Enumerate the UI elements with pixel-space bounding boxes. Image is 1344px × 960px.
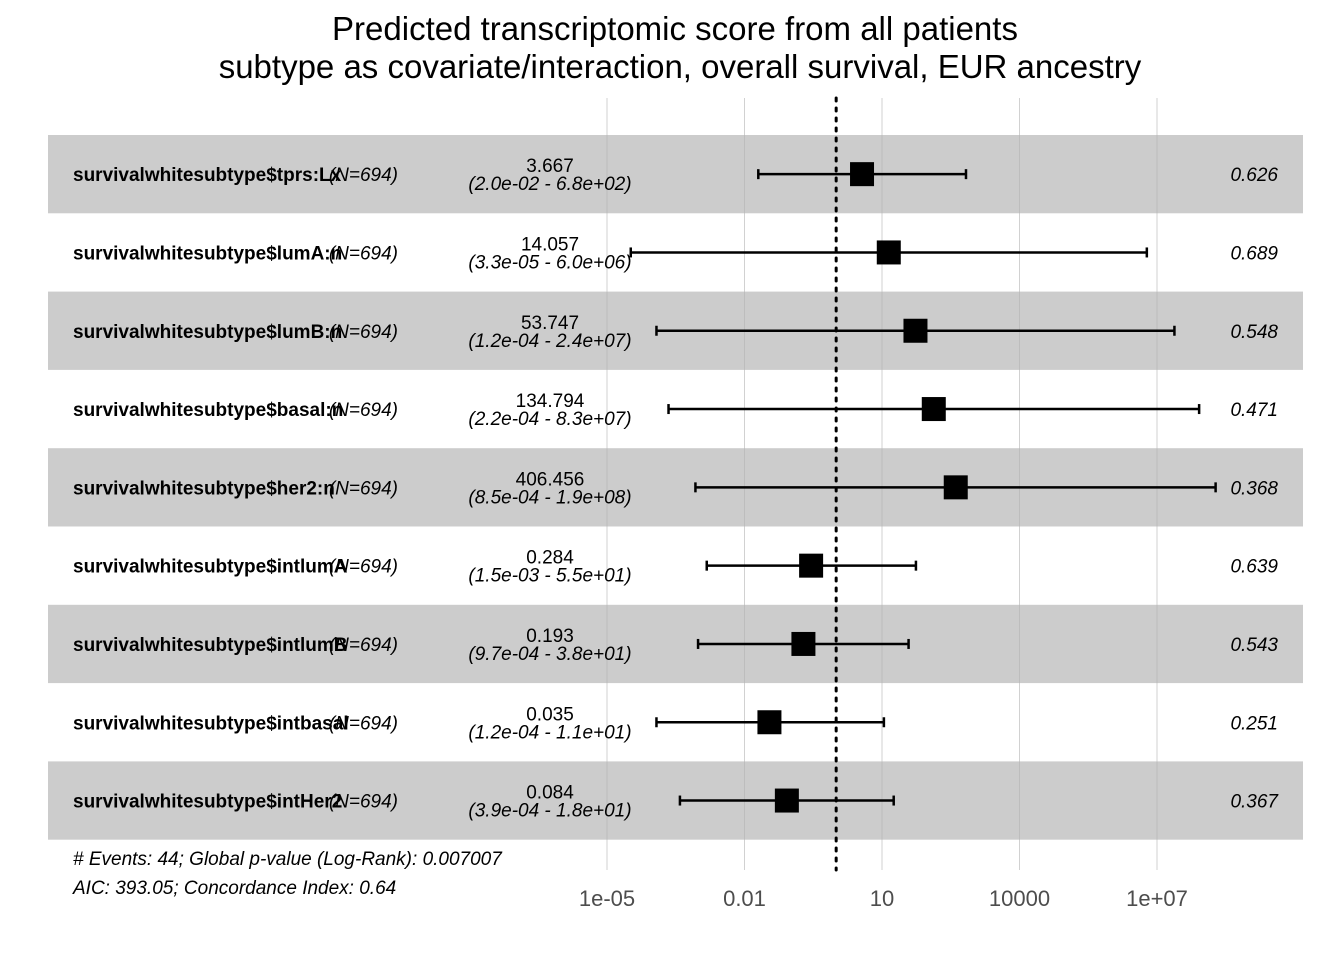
footer-line-events: # Events: 44; Global p-value (Log-Rank):… [73, 849, 503, 870]
row-p-value: 0.251 [1230, 713, 1278, 734]
row-ci-label: (8.5e-04 - 1.9e+08) [468, 487, 631, 508]
forest-row: survivalwhitesubtype$intHer2(N=694) 0.084… [73, 783, 1279, 822]
forest-row: survivalwhitesubtype$basal:n(N=694) 134.7… [73, 391, 1278, 430]
row-hr-label: 0.193 [526, 626, 574, 647]
x-tick-label: 0.01 [723, 886, 766, 911]
row-n-label: (N=694) [329, 792, 398, 813]
forest-rows: survivalwhitesubtype$tprs:Lx(N=694) 3.667… [73, 156, 1279, 821]
row-ci-label: (9.7e-04 - 3.8e+01) [468, 644, 631, 665]
row-ci-label: (1.5e-03 - 5.5e+01) [468, 566, 631, 587]
hr-point-marker [921, 397, 946, 422]
x-tick-label: 10 [870, 886, 894, 911]
row-hr-label: 406.456 [516, 469, 585, 490]
hr-point-marker [876, 240, 901, 265]
chart-title: Predicted transcriptomic score from all … [219, 10, 1142, 85]
row-n-label: (N=694) [329, 713, 398, 734]
row-variable-label: survivalwhitesubtype$intlumB [73, 635, 348, 656]
row-p-value: 0.639 [1230, 557, 1278, 578]
row-hr-label: 14.057 [521, 234, 579, 255]
forest-row: survivalwhitesubtype$lumA:n(N=694) 14.057… [73, 234, 1278, 273]
hr-point-marker [757, 710, 782, 735]
chart-title-line-2: subtype as covariate/interaction, overal… [219, 48, 1142, 85]
row-ci-label: (2.2e-04 - 8.3e+07) [468, 409, 631, 430]
row-n-label: (N=694) [329, 165, 398, 186]
x-tick-label: 1e-05 [579, 886, 635, 911]
row-hr-label: 134.794 [516, 391, 585, 412]
forest-row: survivalwhitesubtype$intlumB(N=694) 0.193… [73, 626, 1278, 665]
row-variable-label: survivalwhitesubtype$her2:n [73, 478, 335, 499]
row-variable-label: survivalwhitesubtype$intlumA [73, 557, 348, 578]
row-variable-label: survivalwhitesubtype$intHer2 [73, 792, 342, 813]
x-axis-tick-labels: 1e-05 0.01 10 10000 1e+07 [579, 886, 1188, 911]
vertical-gridlines [606, 98, 1158, 870]
row-n-label: (N=694) [329, 322, 398, 343]
forest-row: survivalwhitesubtype$her2:n(N=694) 406.45… [73, 469, 1278, 508]
row-hr-label: 0.284 [526, 548, 574, 569]
row-n-label: (N=694) [329, 635, 398, 656]
row-ci-label: (1.2e-04 - 1.1e+01) [468, 722, 631, 743]
row-hr-label: 53.747 [521, 313, 579, 334]
row-p-value: 0.626 [1230, 165, 1278, 186]
model-footer: # Events: 44; Global p-value (Log-Rank):… [72, 849, 503, 899]
row-ci-label: (1.2e-04 - 2.4e+07) [468, 331, 631, 352]
row-band-shaded [48, 135, 1303, 214]
row-band-shaded [48, 761, 1303, 840]
row-n-label: (N=694) [329, 400, 398, 421]
row-n-label: (N=694) [329, 557, 398, 578]
row-ci-label: (3.3e-05 - 6.0e+06) [468, 252, 631, 273]
row-p-value: 0.471 [1230, 400, 1278, 421]
row-hr-label: 0.084 [526, 783, 574, 804]
hr-point-marker [799, 553, 824, 578]
footer-line-aic: AIC: 393.05; Concordance Index: 0.64 [72, 878, 396, 899]
row-variable-label: survivalwhitesubtype$tprs:Lx [73, 165, 342, 186]
row-n-label: (N=694) [329, 243, 398, 264]
x-tick-label: 10000 [989, 886, 1050, 911]
chart-title-line-1: Predicted transcriptomic score from all … [332, 10, 1018, 47]
row-p-value: 0.543 [1230, 635, 1278, 656]
row-p-value: 0.689 [1230, 243, 1278, 264]
hr-point-marker [791, 631, 816, 656]
forest-row: survivalwhitesubtype$intlumA(N=694) 0.284… [73, 548, 1278, 587]
row-variable-label: survivalwhitesubtype$intbasal [73, 713, 349, 734]
row-variable-label: survivalwhitesubtype$basal:n [73, 400, 343, 421]
x-tick-label: 1e+07 [1126, 886, 1188, 911]
row-variable-label: survivalwhitesubtype$lumB:n [73, 322, 342, 343]
row-p-value: 0.368 [1230, 478, 1278, 499]
forest-row: survivalwhitesubtype$lumB:n(N=694) 53.747… [73, 313, 1278, 352]
hr-point-marker [903, 318, 928, 343]
row-hr-label: 3.667 [526, 156, 574, 177]
hr-point-marker [943, 475, 968, 500]
row-variable-label: survivalwhitesubtype$lumA:n [73, 243, 342, 264]
forest-row: survivalwhitesubtype$tprs:Lx(N=694) 3.667… [73, 156, 1278, 195]
row-ci-label: (2.0e-02 - 6.8e+02) [468, 174, 631, 195]
row-ci-label: (3.9e-04 - 1.8e+01) [468, 801, 631, 822]
row-p-value: 0.367 [1230, 792, 1279, 813]
hr-point-marker [774, 788, 799, 813]
hr-point-marker [850, 162, 875, 187]
row-hr-label: 0.035 [526, 704, 574, 725]
forest-row: survivalwhitesubtype$intbasal(N=694) 0.03… [73, 704, 1278, 743]
row-p-value: 0.548 [1230, 322, 1278, 343]
row-n-label: (N=694) [329, 478, 398, 499]
row-band-shaded [48, 604, 1303, 684]
